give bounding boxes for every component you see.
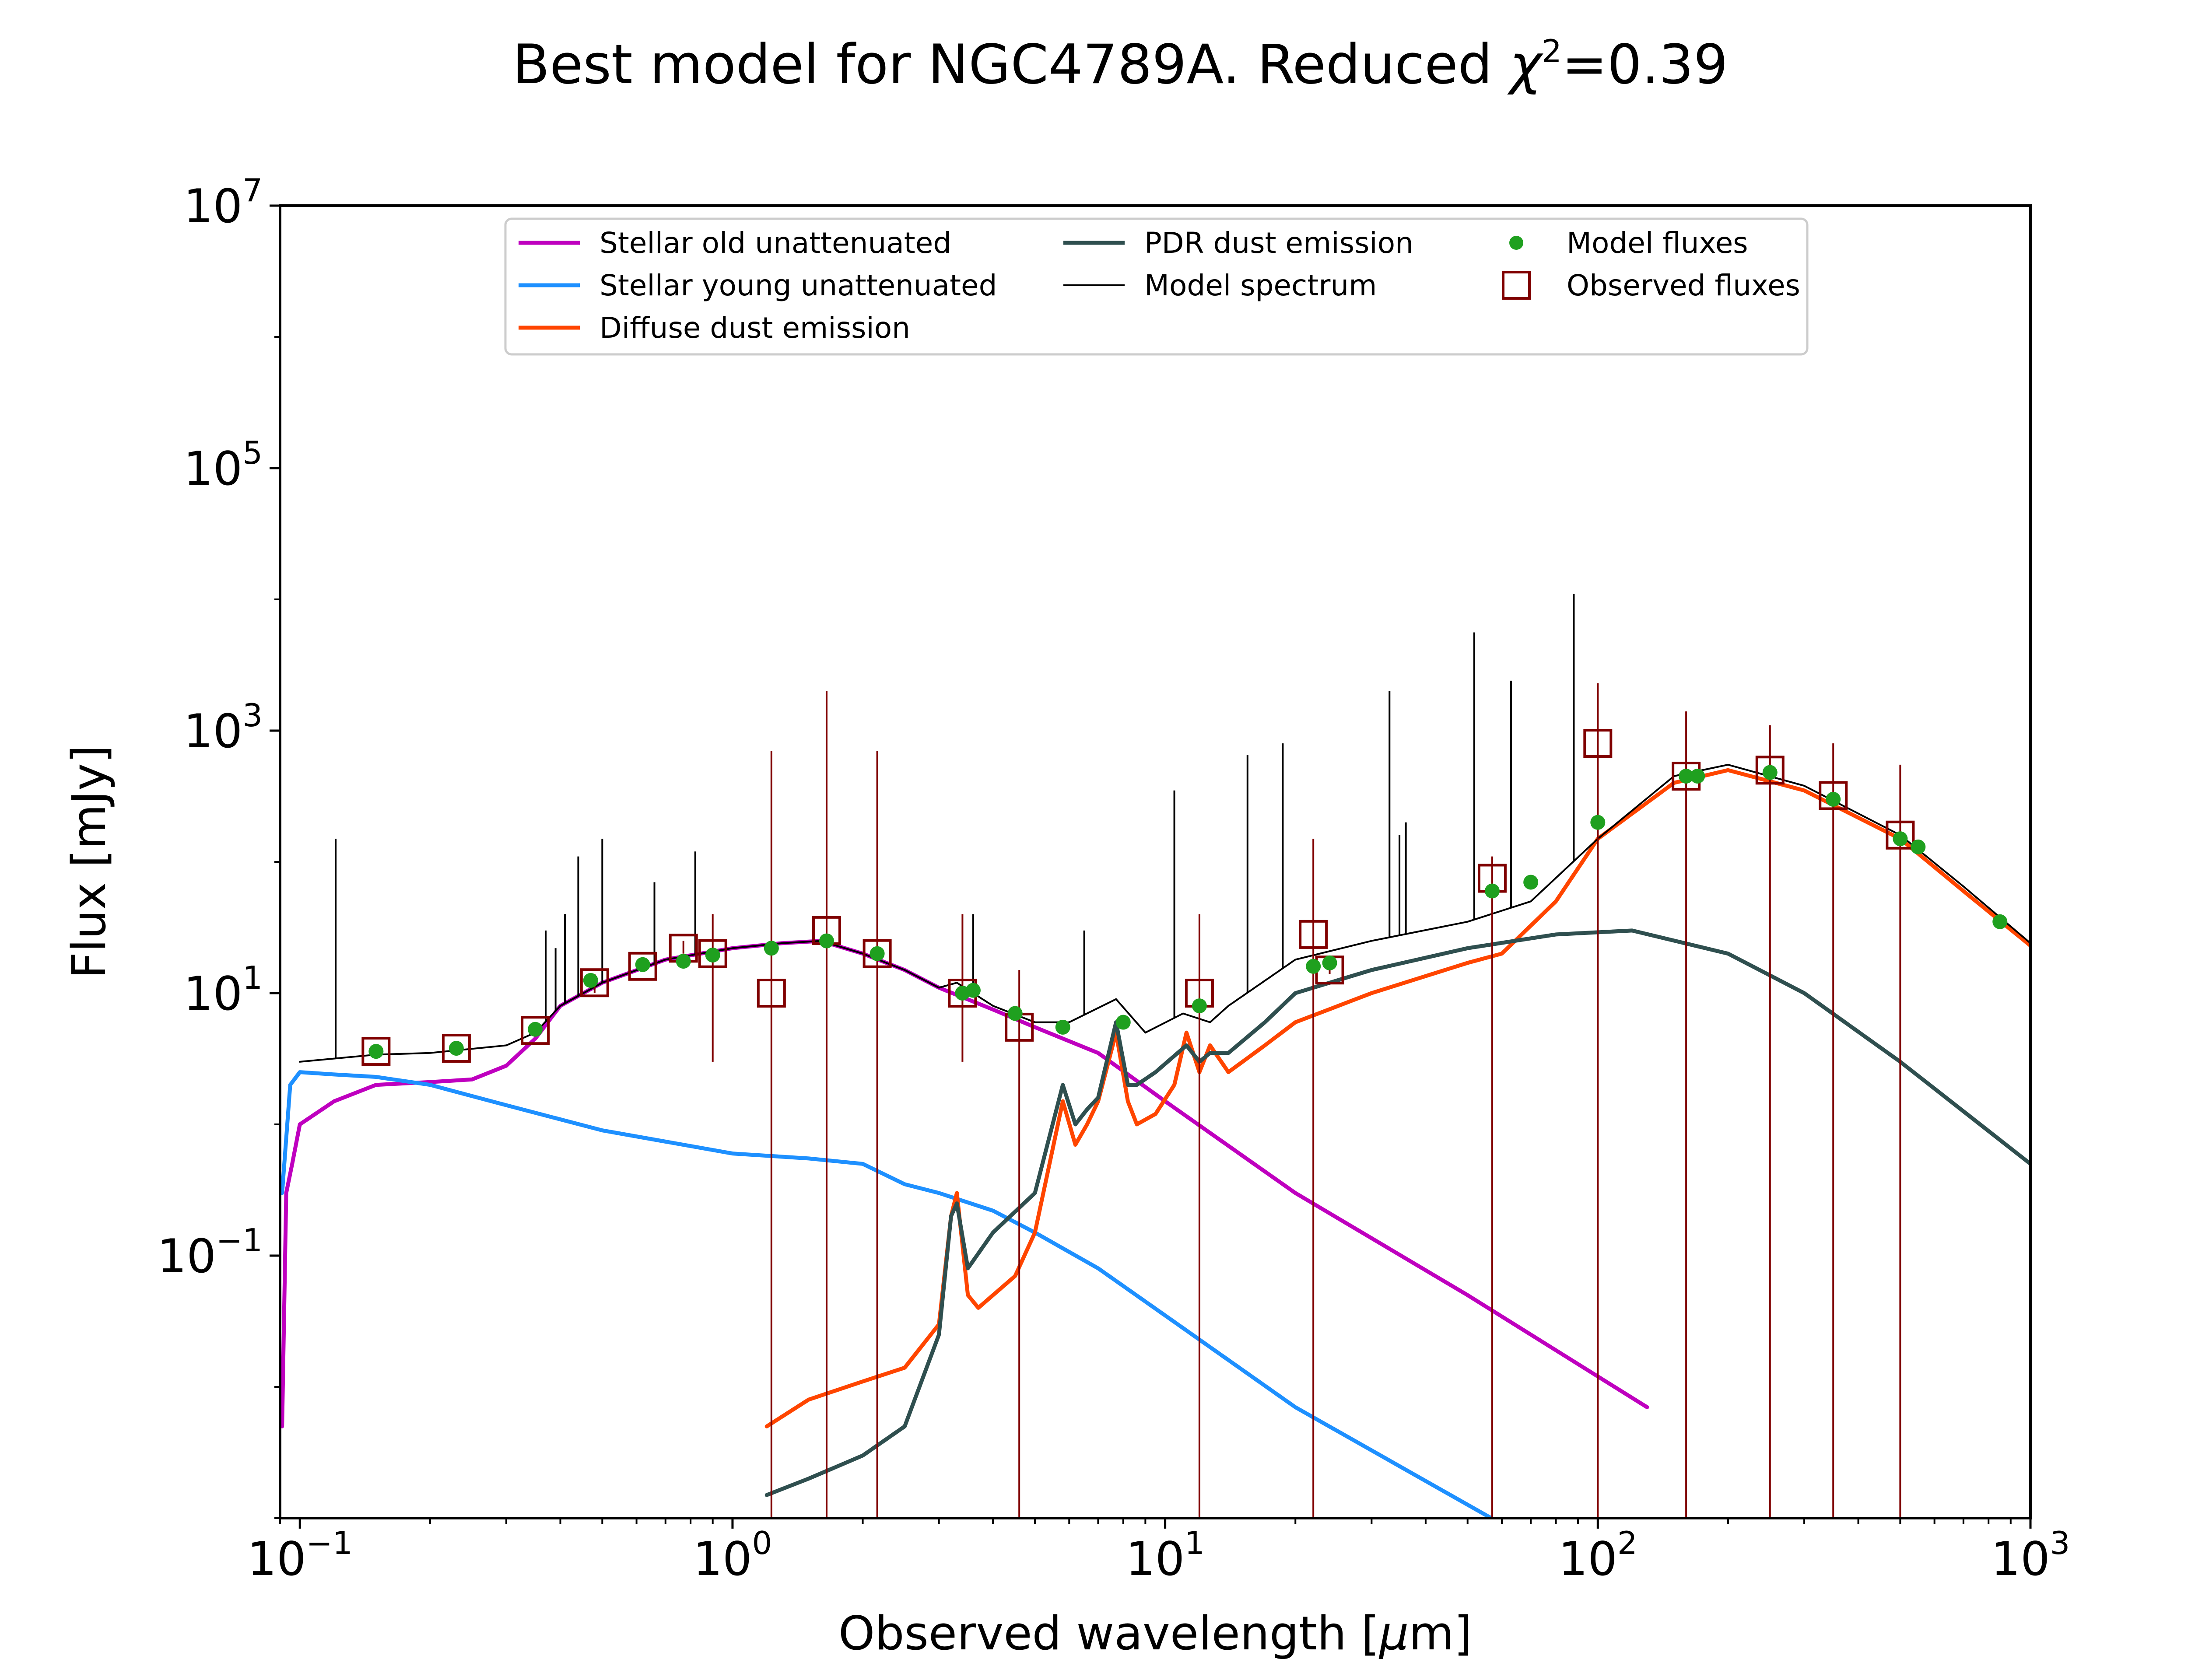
model-fluxes-layer [368, 765, 2008, 1059]
legend-item-diffuse-dust-emission: Diffuse dust emission [519, 311, 910, 345]
model-flux-point [368, 1044, 384, 1059]
model-spectrum-lines [335, 594, 1575, 1059]
model-flux-point [676, 954, 691, 969]
y-tick-label: 105 [183, 434, 263, 496]
model-flux-point [764, 941, 779, 956]
series-line-pdr-dust-emission [764, 928, 2030, 1497]
observed-flux-marker [1583, 729, 1613, 758]
legend-item-observed-fluxes: Observed fluxes [1502, 269, 1800, 302]
model-flux-point [1893, 831, 1908, 847]
model-flux-point [705, 947, 720, 962]
observed-flux-marker [361, 1037, 391, 1066]
x-tick-label: 10−1 [247, 1525, 353, 1586]
model-flux-point [1055, 1019, 1070, 1035]
x-axis-label: Observed wavelength [μm] [838, 1606, 1472, 1660]
model-flux-point [583, 973, 598, 988]
model-flux-point [1826, 791, 1841, 807]
observed-flux-marker [628, 952, 657, 981]
legend: Stellar old unattenuated Stellar young un… [504, 217, 1809, 356]
model-flux-point [528, 1022, 543, 1037]
x-tick-label: 103 [1991, 1525, 2070, 1586]
y-tick-label: 107 [183, 172, 263, 233]
plot-area [280, 594, 2030, 1518]
model-flux-point [1322, 955, 1337, 970]
y-axis-label: Flux [mJy] [62, 745, 116, 979]
model-flux-point [1590, 815, 1606, 830]
legend-label: Observed fluxes [1567, 269, 1800, 302]
legend-item-pdr-dust-emission: PDR dust emission [1063, 226, 1413, 260]
model-flux-point [1523, 875, 1539, 890]
legend-label: Stellar young unattenuated [600, 269, 997, 302]
y-tick-label: 10−1 [157, 1222, 263, 1283]
model-flux-point [635, 957, 650, 972]
model-flux-point [819, 933, 834, 948]
legend-label: Diffuse dust emission [600, 311, 910, 345]
model-flux-point [1115, 1015, 1131, 1030]
model-flux-point [1679, 769, 1694, 784]
legend-box [504, 217, 1809, 356]
legend-label: Model fluxes [1567, 226, 1748, 260]
observed-fluxes-layer [361, 729, 1915, 1066]
observed-flux-marker [1819, 781, 1848, 810]
model-flux-point [449, 1041, 464, 1056]
observed-flux-marker [580, 968, 609, 998]
model-flux-point [965, 983, 981, 998]
x-axis-ticks: 10−1 100 101 102 103 [247, 1518, 2070, 1586]
model-flux-point [1690, 769, 1705, 784]
legend-label: Model spectrum [1144, 269, 1377, 302]
model-flux-point [1911, 839, 1926, 854]
observed-flux-marker [442, 1034, 471, 1063]
observed-flux-marker [1299, 920, 1328, 949]
legend-swatch [1502, 271, 1531, 300]
model-flux-point [1007, 1006, 1023, 1021]
observed-flux-marker [863, 939, 892, 968]
legend-label: PDR dust emission [1144, 226, 1413, 260]
series-line-stellar-young-unattenuated [280, 1070, 1495, 1518]
model-flux-point [1992, 914, 2008, 929]
model-flux-point [1192, 998, 1207, 1014]
model-flux-point [870, 946, 885, 961]
model-flux-point [1306, 959, 1321, 974]
y-tick-label: 101 [183, 959, 263, 1021]
legend-item-model-fluxes: Model fluxes [1509, 226, 1748, 260]
y-tick-label: 103 [183, 697, 263, 758]
x-tick-label: 101 [1126, 1525, 1205, 1586]
x-tick-label: 100 [693, 1525, 772, 1586]
model-flux-point [1484, 883, 1500, 899]
observed-flux-marker [521, 1016, 550, 1045]
legend-item-stellar-young-unattenuated: Stellar young unattenuated [519, 269, 997, 302]
observed-flux-marker [1755, 756, 1785, 785]
y-axis-ticks: 10−1 101 103 105 107 [157, 172, 280, 1519]
legend-item-stellar-old-unattenuated: Stellar old unattenuated [519, 226, 951, 260]
legend-label: Stellar old unattenuated [600, 226, 951, 260]
legend-swatch [1509, 236, 1523, 250]
observed-error-bars [375, 683, 1901, 1518]
observed-flux-marker [757, 979, 786, 1008]
observed-flux-marker [1886, 820, 1915, 850]
observed-flux-marker [698, 939, 727, 968]
x-tick-label: 102 [1558, 1525, 1637, 1586]
chart-title: Best model for NGC4789A. Reduced χ2=0.39 [512, 33, 1728, 96]
legend-item-model-spectrum: Model spectrum [1063, 269, 1377, 302]
model-flux-point [1762, 765, 1778, 780]
